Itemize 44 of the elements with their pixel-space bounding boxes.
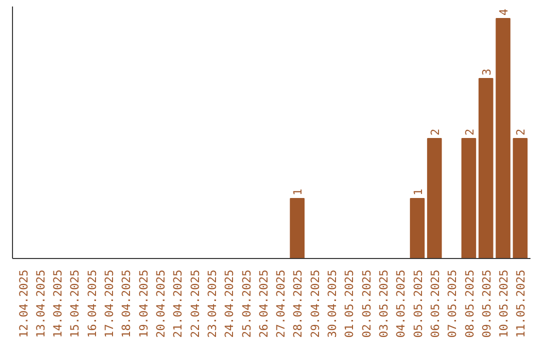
x-tick-label: 02.05.2025 [359,270,374,338]
x-tick-label: 20.04.2025 [154,270,168,338]
bar [290,198,305,258]
bar [410,198,425,258]
x-tick-label: 23.04.2025 [204,270,219,338]
data-label: 4 [496,8,511,16]
x-tick-label: 13.04.2025 [33,270,48,338]
data-label: 2 [462,128,476,136]
data-label: 2 [514,128,528,136]
bar [512,138,528,258]
x-tick-label: 12.04.2025 [16,270,30,338]
x-tick-label: 11.05.2025 [514,270,528,338]
x-tick-label: 29.04.2025 [308,270,322,338]
x-tick-label: 14.04.2025 [50,270,65,338]
x-tick-label: 08.05.2025 [462,270,476,338]
x-tick-label: 16.04.2025 [84,270,99,338]
data-label: 1 [290,188,305,196]
x-tick-label: 17.04.2025 [102,270,116,338]
x-tick-label: 30.04.2025 [325,270,340,338]
x-tick-label: 25.04.2025 [239,270,254,338]
x-tick-label: 09.05.2025 [479,270,494,338]
bar [496,18,510,258]
x-tick-label: 18.04.2025 [119,270,134,338]
data-label: 2 [428,128,442,136]
x-tick-label: 07.05.2025 [445,270,460,338]
x-tick-label: 22.04.2025 [188,270,202,338]
x-tick-label: 03.05.2025 [376,270,390,338]
bar [478,78,494,258]
x-tick-label: 05.05.2025 [410,270,425,338]
bar [427,138,442,258]
x-tick-label: 10.05.2025 [496,270,511,338]
x-tick-label: 28.04.2025 [290,270,305,338]
x-tick-label: 27.04.2025 [274,270,288,338]
x-tick-label: 06.05.2025 [428,270,442,338]
data-label: 3 [479,68,494,76]
x-tick-label: 19.04.2025 [136,270,150,338]
x-tick-label: 26.04.2025 [256,270,270,338]
x-tick-label: 21.04.2025 [170,270,185,338]
x-tick-label: 15.04.2025 [68,270,82,338]
bar [461,138,476,258]
x-tick-label: 24.04.2025 [222,270,236,338]
data-label: 1 [410,188,425,196]
x-tick-label: 01.05.2025 [342,270,356,338]
x-tick-label: 04.05.2025 [394,270,408,338]
